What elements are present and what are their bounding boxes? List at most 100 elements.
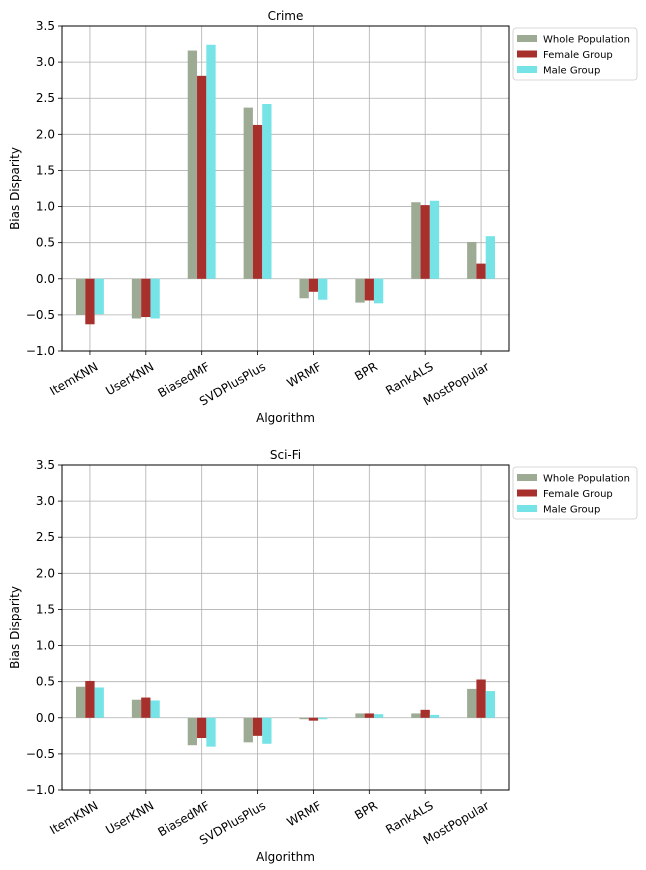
chart-sci-fi: −1.0 −0.5 0.0 0.5 1.0 1.5 2.0 2.5 3.0 3.5 ItemKNN… bbox=[8, 448, 638, 864]
bar-female-group-rankals bbox=[420, 205, 430, 279]
bar-male-group-rankals bbox=[429, 714, 440, 718]
bar-whole-population-userknn bbox=[131, 699, 142, 718]
x-tick-label-wrmf: WRMF bbox=[284, 359, 324, 390]
bars bbox=[75, 44, 496, 325]
bar-male-group-itemknn bbox=[94, 278, 104, 315]
bar-male-group-wrmf bbox=[318, 278, 328, 300]
bar-whole-population-bpr bbox=[355, 713, 365, 718]
legend-swatch-female-group bbox=[517, 489, 537, 497]
bar-female-group-wrmf bbox=[308, 717, 319, 721]
bar-whole-population-userknn bbox=[131, 278, 142, 319]
bar-male-group-userknn bbox=[150, 700, 160, 718]
x-tick-label-wrmf: WRMF bbox=[284, 798, 324, 829]
bar-whole-population-svdplusplus bbox=[243, 717, 253, 743]
bar-whole-population-rankals bbox=[411, 202, 421, 279]
bar-female-group-userknn bbox=[141, 278, 151, 318]
bar-male-group-mostpopular bbox=[485, 691, 496, 718]
y-tick-label: 0.0 bbox=[36, 272, 55, 286]
legend-swatch-whole-population bbox=[517, 474, 537, 481]
bar-male-group-mostpopular bbox=[485, 236, 496, 279]
x-tick-label-itemknn: ItemKNN bbox=[47, 359, 100, 398]
bar-whole-population-wrmf bbox=[299, 717, 309, 720]
x-tick-label-bpr: BPR bbox=[352, 359, 380, 383]
y-axis-label: Bias Disparity bbox=[8, 147, 22, 230]
y-tick-label: 2.5 bbox=[36, 91, 55, 105]
bar-female-group-rankals bbox=[420, 709, 430, 718]
y-tick-label: −0.5 bbox=[26, 747, 55, 761]
y-tick-label: −0.5 bbox=[26, 308, 55, 322]
y-tick-label: 2.0 bbox=[36, 127, 55, 141]
bar-female-group-bpr bbox=[364, 278, 374, 301]
legend-label-female-group: Female Group bbox=[543, 489, 613, 500]
bar-male-group-rankals bbox=[429, 200, 440, 279]
y-tick-label: 1.0 bbox=[36, 200, 55, 214]
bar-male-group-bpr bbox=[373, 714, 384, 718]
legend-label-female-group: Female Group bbox=[543, 50, 613, 61]
bar-whole-population-wrmf bbox=[299, 278, 309, 299]
bar-male-group-wrmf bbox=[318, 717, 328, 720]
bar-male-group-bpr bbox=[373, 278, 384, 304]
y-ticks: −1.0 −0.5 0.0 0.5 1.0 1.5 2.0 2.5 3.0 3.5 bbox=[26, 458, 62, 797]
legend-swatch-whole-population bbox=[517, 35, 537, 42]
bar-male-group-svdplusplus bbox=[262, 104, 272, 279]
y-tick-label: 3.0 bbox=[36, 55, 55, 69]
y-tick-label: 1.5 bbox=[36, 602, 55, 616]
y-tick-label: 2.5 bbox=[36, 530, 55, 544]
y-tick-label: 1.5 bbox=[36, 163, 55, 177]
bar-whole-population-bpr bbox=[355, 278, 365, 303]
x-tick-label-userknn: UserKNN bbox=[103, 798, 156, 837]
bar-female-group-svdplusplus bbox=[252, 124, 263, 279]
bar-female-group-mostpopular bbox=[476, 679, 486, 718]
bars bbox=[75, 679, 496, 747]
bar-whole-population-itemknn bbox=[75, 278, 86, 315]
bar-male-group-userknn bbox=[150, 278, 160, 319]
legend: Whole Population Female Group Male Group bbox=[512, 27, 638, 81]
x-tick-label-bpr: BPR bbox=[352, 798, 380, 822]
bar-male-group-biasedmf bbox=[206, 44, 216, 279]
bar-male-group-svdplusplus bbox=[262, 717, 272, 744]
y-ticks: −1.0 −0.5 0.0 0.5 1.0 1.5 2.0 2.5 3.0 3.5 bbox=[26, 19, 62, 358]
grid bbox=[62, 25, 509, 352]
plot-frame bbox=[61, 25, 510, 352]
bar-whole-population-itemknn bbox=[75, 686, 86, 718]
bar-female-group-bpr bbox=[364, 713, 374, 718]
y-axis-label: Bias Disparity bbox=[8, 586, 22, 669]
chart-title: Crime bbox=[268, 9, 304, 23]
legend-swatch-male-group bbox=[517, 505, 537, 512]
bar-whole-population-rankals bbox=[411, 713, 421, 718]
bar-female-group-itemknn bbox=[85, 680, 95, 718]
y-tick-label: −1.0 bbox=[26, 783, 55, 797]
legend-label-whole-population: Whole Population bbox=[543, 474, 630, 485]
bar-female-group-biasedmf bbox=[197, 717, 207, 738]
bar-whole-population-svdplusplus bbox=[243, 107, 253, 279]
bar-male-group-itemknn bbox=[94, 687, 104, 718]
bar-female-group-mostpopular bbox=[476, 263, 486, 279]
bar-female-group-itemknn bbox=[85, 278, 95, 325]
x-axis-label: Algorithm bbox=[256, 411, 315, 425]
x-tick-label-userknn: UserKNN bbox=[103, 359, 156, 398]
y-tick-label: 0.5 bbox=[36, 236, 55, 250]
bar-whole-population-mostpopular bbox=[467, 241, 477, 279]
legend: Whole Population Female Group Male Group bbox=[512, 466, 638, 520]
chart-crime: −1.0 −0.5 0.0 0.5 1.0 1.5 2.0 2.5 3.0 3.5 ItemKNN… bbox=[8, 9, 638, 425]
y-tick-label: 0.0 bbox=[36, 711, 55, 725]
bar-whole-population-biasedmf bbox=[187, 50, 198, 279]
bar-female-group-svdplusplus bbox=[252, 717, 263, 736]
legend-box bbox=[512, 466, 638, 520]
legend-swatch-male-group bbox=[517, 66, 537, 73]
legend-box bbox=[512, 27, 638, 81]
y-tick-label: 3.0 bbox=[36, 494, 55, 508]
legend-label-whole-population: Whole Population bbox=[543, 35, 630, 46]
legend-label-male-group: Male Group bbox=[543, 66, 600, 77]
grid bbox=[62, 464, 509, 791]
chart-title: Sci-Fi bbox=[270, 448, 301, 462]
y-tick-label: 3.5 bbox=[36, 19, 55, 33]
x-axis-label: Algorithm bbox=[256, 850, 315, 864]
bar-female-group-userknn bbox=[141, 697, 151, 718]
y-tick-label: 0.5 bbox=[36, 675, 55, 689]
y-tick-label: −1.0 bbox=[26, 344, 55, 358]
y-tick-label: 2.0 bbox=[36, 566, 55, 580]
legend-swatch-female-group bbox=[517, 50, 537, 58]
